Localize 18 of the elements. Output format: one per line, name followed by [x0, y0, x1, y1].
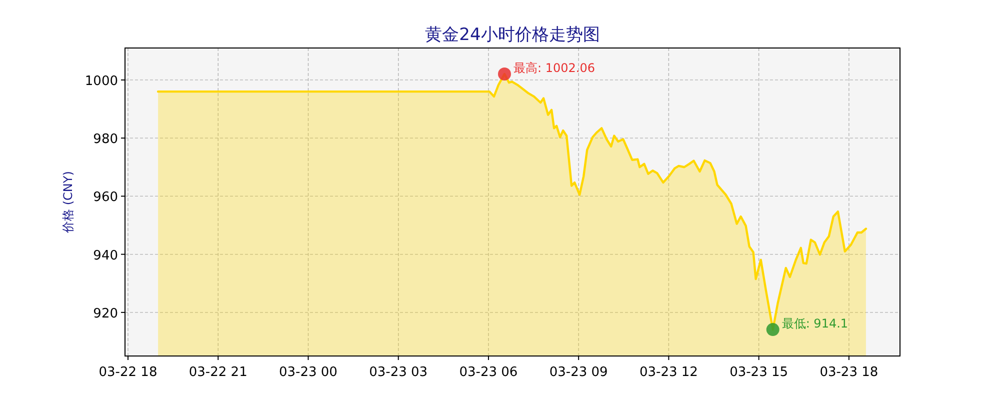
- x-tick-label: 03-23 18: [820, 365, 878, 380]
- annotation: 最高: 1002.06: [513, 60, 595, 75]
- y-axis-title: 价格 (CNY): [61, 171, 75, 234]
- x-tick-label: 03-22 18: [98, 365, 158, 380]
- chart-title: 黄金24小时价格走势图: [425, 25, 600, 45]
- x-tick-label: 03-22 21: [188, 365, 248, 380]
- x-tick-label: 03-23 09: [549, 365, 608, 380]
- x-tick-label: 03-23 15: [730, 365, 788, 380]
- annotation: 最低: 914.1: [782, 316, 848, 331]
- y-tick-label: 1000: [84, 74, 118, 89]
- x-tick-label: 03-23 00: [279, 365, 338, 380]
- y-tick-label: 940: [93, 248, 118, 264]
- y-tick-label: 920: [93, 306, 118, 322]
- x-tick-label: 03-23 06: [459, 365, 518, 380]
- y-tick-label: 980: [93, 132, 118, 148]
- y-tick-label: 960: [93, 190, 118, 206]
- x-tick-label: 03-23 12: [639, 365, 698, 380]
- x-tick-label: 03-23 03: [369, 365, 428, 380]
